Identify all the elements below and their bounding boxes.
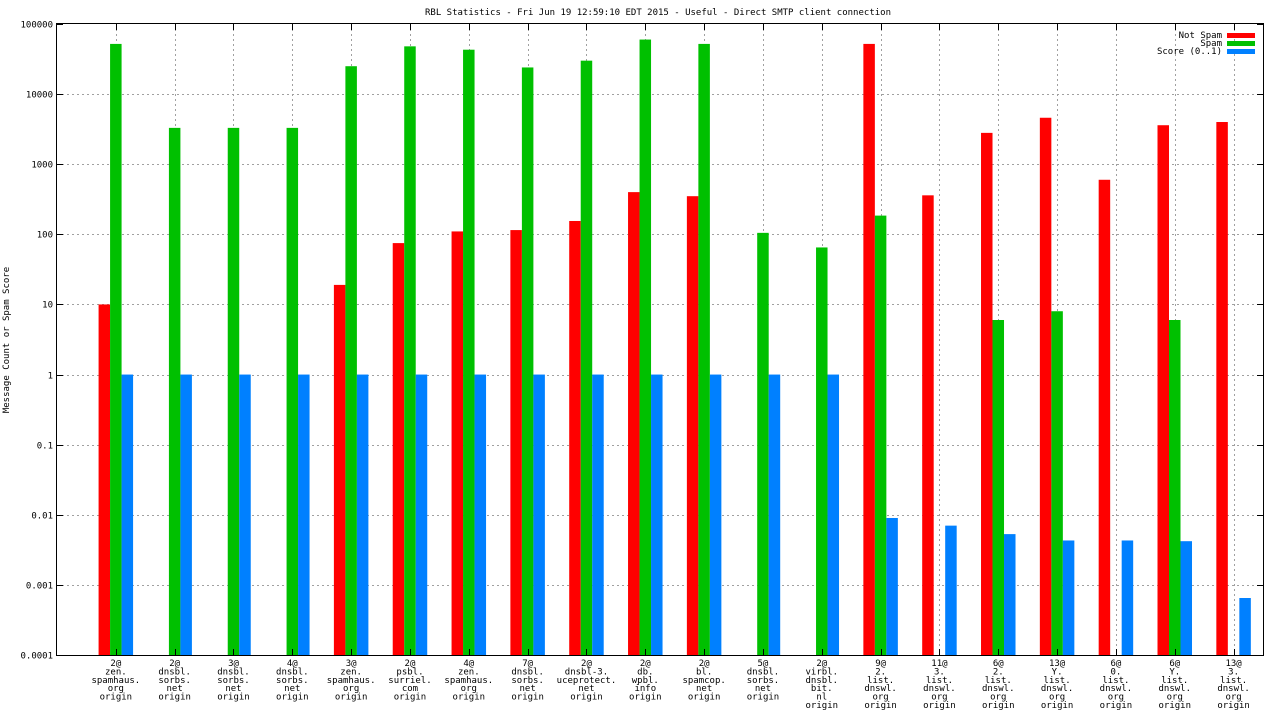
- legend-swatch: [1227, 49, 1255, 54]
- legend-label: Score (0..1): [1157, 47, 1222, 57]
- bar-not-spam: [510, 230, 522, 655]
- bar-spam: [1169, 319, 1181, 655]
- bar-score-0-1: [1121, 540, 1134, 655]
- bar-spam: [874, 215, 887, 655]
- y-tick-label: 0.01: [31, 512, 53, 522]
- x-tick-label: 4@ dnsbl. sorbs. net origin: [276, 659, 309, 703]
- bar-spam: [286, 127, 299, 655]
- bar-score-0-1: [768, 374, 781, 655]
- x-tick-label: 2@ virbl. dnsbl. bit. nl origin: [806, 659, 839, 711]
- x-tick-label: 9@ 2. list. dnswl. org origin: [864, 659, 897, 711]
- x-tick-label: 5@ dnsbl. sorbs. net origin: [747, 659, 780, 703]
- bar-score-0-1: [1239, 598, 1251, 655]
- bar-score-0-1: [474, 374, 487, 655]
- bar-not-spam: [863, 43, 875, 656]
- bar-not-spam: [1098, 179, 1111, 655]
- bar-score-0-1: [651, 374, 663, 655]
- y-tick-label: 10000: [26, 91, 53, 101]
- y-ticks: 0.0001 0.001 0.01 0.1 1 10 100 1000 10000 100000: [20, 21, 1263, 662]
- bar-not-spam: [333, 284, 346, 655]
- x-tick-label: 2@ dnsbl-3. uceprotect. net origin: [557, 659, 617, 703]
- bar-spam: [227, 127, 240, 655]
- bar-score-0-1: [180, 374, 192, 655]
- bar-spam: [757, 232, 769, 656]
- x-tick-label: 13@ 3. list. dnswl. org origin: [1217, 659, 1250, 711]
- legend-swatch: [1227, 33, 1255, 38]
- y-tick-label: 0.1: [37, 442, 53, 452]
- legend-label: Spam: [1200, 39, 1222, 49]
- x-tick-label: 2@ psbl. surriel. com origin: [388, 659, 431, 703]
- bar-not-spam: [98, 304, 111, 655]
- bar-score-0-1: [1004, 534, 1016, 655]
- bar-score-0-1: [886, 517, 898, 655]
- y-tick-label: 0.001: [26, 582, 53, 592]
- x-tick-labels: 2@ zen. spamhaus. org origin 2@ dnsbl. sorbs. ne…: [91, 659, 1249, 711]
- bar-score-0-1: [709, 374, 722, 655]
- bar-spam: [404, 46, 416, 656]
- bar-spam: [521, 67, 534, 655]
- y-tick-label: 100000: [20, 21, 53, 31]
- bar-not-spam: [628, 192, 640, 655]
- bar-spam: [110, 43, 122, 656]
- plot-frame: [56, 23, 1264, 656]
- bars: [98, 39, 1251, 656]
- bar-spam: [639, 39, 652, 655]
- bar-not-spam: [1216, 122, 1228, 656]
- x-tick-label: 2@ bl. spamcop. net origin: [682, 659, 725, 703]
- x-tick-label: 13@ Y. list. dnswl. org origin: [1041, 659, 1074, 711]
- x-tick-label: 7@ dnsbl. sorbs. net origin: [511, 659, 544, 703]
- bar-score-0-1: [415, 374, 428, 655]
- bar-score-0-1: [239, 374, 251, 655]
- bar-not-spam: [1157, 125, 1170, 655]
- bar-not-spam: [922, 195, 934, 655]
- bar-score-0-1: [1180, 541, 1193, 655]
- y-tick-label: 100: [37, 231, 53, 241]
- bar-score-0-1: [298, 374, 310, 655]
- bar-score-0-1: [592, 374, 604, 655]
- bar-score-0-1: [945, 525, 957, 655]
- bar-not-spam: [569, 220, 581, 656]
- legend-swatch: [1227, 41, 1255, 46]
- x-tick-label: 4@ zen. spamhaus. org origin: [444, 659, 493, 703]
- y-tick-label: 1000: [31, 161, 53, 171]
- y-axis-label: Message Count or Spam Score: [2, 267, 12, 413]
- x-tick-label: 6@ Y. list. dnswl. org origin: [1158, 659, 1191, 711]
- bar-spam: [992, 319, 1005, 655]
- bar-score-0-1: [827, 374, 840, 655]
- x-tick-label: 2@ zen. spamhaus. org origin: [91, 659, 140, 703]
- bar-not-spam: [981, 132, 993, 656]
- bar-spam: [345, 66, 357, 655]
- bar-spam: [463, 49, 475, 655]
- y-tick-label: 1: [48, 372, 53, 382]
- bar-score-0-1: [356, 374, 369, 655]
- bar-not-spam: [392, 243, 405, 655]
- bar-spam: [168, 127, 181, 655]
- bar-score-0-1: [533, 374, 545, 655]
- y-tick-label: 10: [42, 301, 53, 311]
- x-tick-label: 2@ dnsbl. sorbs. net origin: [158, 659, 191, 703]
- x-tick-label: 6@ 2. list. dnswl. org origin: [982, 659, 1015, 711]
- bar-spam: [580, 60, 593, 656]
- y-tick-label: 0.0001: [20, 652, 53, 662]
- x-tick-label: 11@ 3. list. dnswl. org origin: [923, 659, 956, 711]
- x-tick-label: 2@ db. wpbl. info origin: [629, 659, 662, 703]
- x-tick-label: 3@ dnsbl. sorbs. net origin: [217, 659, 250, 703]
- bar-spam: [698, 43, 710, 656]
- x-tick-label: 3@ zen. spamhaus. org origin: [327, 659, 376, 703]
- bar-spam: [816, 247, 828, 655]
- legend-label: Not Spam: [1179, 31, 1222, 41]
- x-tick-label: 6@ 0. list. dnswl. org origin: [1100, 659, 1133, 711]
- bar-score-0-1: [1062, 540, 1075, 655]
- chart-title: RBL Statistics - Fri Jun 19 12:59:10 EDT…: [425, 8, 891, 18]
- bar-not-spam: [451, 231, 464, 655]
- bar-not-spam: [686, 196, 699, 656]
- bar-spam: [1051, 311, 1063, 655]
- bar-not-spam: [1039, 117, 1052, 655]
- bar-score-0-1: [121, 374, 134, 655]
